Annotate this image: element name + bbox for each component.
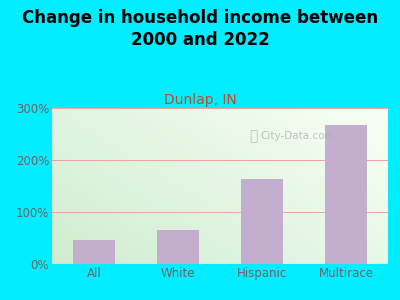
Text: City-Data.com: City-Data.com: [260, 131, 335, 141]
Bar: [241, 179, 283, 264]
Bar: [325, 124, 367, 264]
Bar: [73, 240, 115, 264]
Text: Change in household income between
2000 and 2022: Change in household income between 2000 …: [22, 9, 378, 49]
Bar: [157, 230, 199, 264]
Text: ⦾: ⦾: [250, 129, 258, 143]
Text: Dunlap, IN: Dunlap, IN: [164, 93, 236, 107]
